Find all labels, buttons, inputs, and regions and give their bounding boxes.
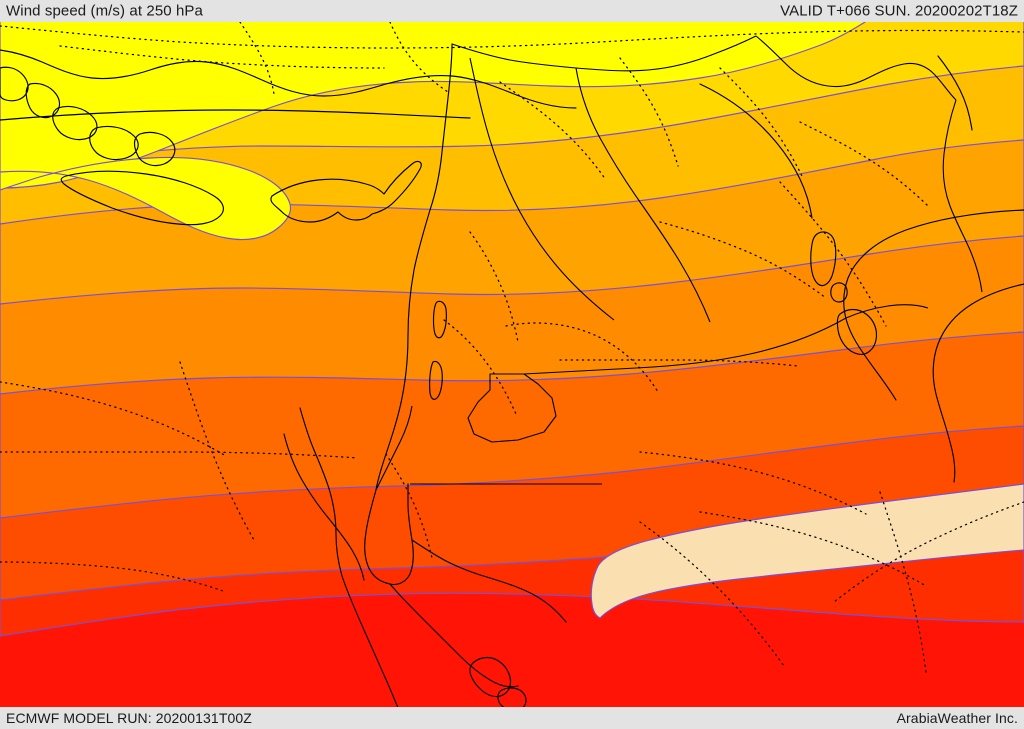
coastline-saudi-west <box>411 539 567 623</box>
border-turkey-iraq-iran <box>755 35 957 101</box>
contour-line-right-mid <box>699 83 813 219</box>
dotted-border-jordan-interior <box>443 319 517 415</box>
coastline-sinai <box>364 483 414 586</box>
dotted-border-egypt-interior-3 <box>179 361 255 541</box>
coastline-levant <box>375 43 453 491</box>
coastline-dead-sea <box>429 300 447 400</box>
band-lowest-lobe <box>0 156 292 241</box>
dotted-border-saudi-interior-1 <box>779 181 887 327</box>
valid-time-label: VALID T+066 SUN. 20200202T18Z <box>780 2 1018 20</box>
header-bar: Wind speed (m/s) at 250 hPa VALID T+066 … <box>0 0 1024 22</box>
coastline-bahrain <box>830 282 848 303</box>
coastline-uae <box>836 308 878 355</box>
dotted-border-sinai-interior <box>385 453 433 559</box>
coastline-persian-gulf <box>932 283 1024 483</box>
coastline-red-sea-west <box>389 583 519 688</box>
dotted-border-saudi-interior-3 <box>505 322 659 393</box>
coastline-qatar <box>810 231 837 287</box>
dotted-border-iraq-interior-2 <box>799 121 931 209</box>
dotted-border-saudi-interior-4 <box>559 359 799 367</box>
coastline-red-sea-east-islands <box>469 656 527 707</box>
border-iran-iraq <box>942 99 983 293</box>
contour-line-upper <box>0 109 471 121</box>
dotted-border-saudi-interior-2 <box>659 221 827 299</box>
dotted-border-northern <box>0 25 1024 49</box>
border-egypt-israel <box>375 405 413 491</box>
coastline-aegean-islands <box>0 66 176 167</box>
coastline-nile-valley <box>299 407 399 707</box>
coastline-iran-west <box>937 55 973 131</box>
dotted-border-saudi-interior-7 <box>879 491 927 673</box>
coastline-gulf-of-suez <box>283 433 365 581</box>
dotted-border-levant-interior <box>469 231 519 343</box>
page-title: Wind speed (m/s) at 250 hPa <box>6 2 203 20</box>
border-saudi-kuwait <box>845 304 929 319</box>
coastline-crete <box>60 170 224 226</box>
provider-label: ArabiaWeather Inc. <box>896 710 1018 726</box>
model-run-label: ECMWF MODEL RUN: 20200131T00Z <box>6 710 252 726</box>
dotted-border-egypt-interior-1 <box>0 381 227 457</box>
border-syria-iraq <box>575 67 711 323</box>
band-jet-core <box>590 483 1024 619</box>
border-turkey-syria <box>451 35 757 72</box>
dotted-border-turkey-interior-1 <box>59 45 385 69</box>
dotted-border-turkey-interior-2 <box>239 22 275 95</box>
border-iraq-saudi <box>523 317 847 375</box>
dotted-border-syria-interior-2 <box>619 57 679 167</box>
footer-bar: ECMWF MODEL RUN: 20200131T00Z ArabiaWeat… <box>0 707 1024 729</box>
wind-speed-contour-map <box>0 22 1024 707</box>
dotted-border-saudi-interior-9 <box>639 521 785 667</box>
coastline-turkey-south <box>0 49 577 109</box>
dotted-border-egypt-interior-4 <box>0 561 227 593</box>
dotted-border-syria-interior <box>499 81 607 181</box>
map-canvas[interactable] <box>0 22 1024 707</box>
border-syria-jordan-iraq-triangle <box>469 57 615 321</box>
dotted-border-egypt-interior-2 <box>0 451 359 459</box>
contour-line-right-upper <box>843 209 1024 401</box>
coastline-cyprus <box>270 160 422 223</box>
border-jordan-saudi <box>467 373 557 443</box>
dotted-border-iraq-interior-1 <box>719 67 803 177</box>
dotted-border-turkey-interior-3 <box>389 22 449 93</box>
dotted-border-saudi-interior-6 <box>699 511 927 587</box>
